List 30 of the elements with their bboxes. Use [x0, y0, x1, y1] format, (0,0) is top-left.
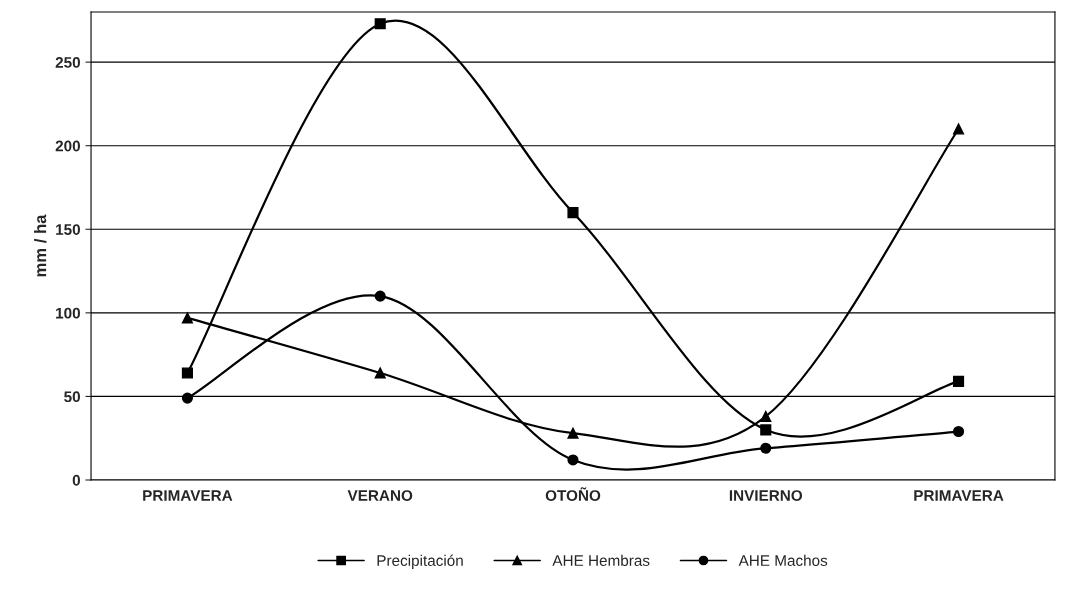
point [567, 427, 579, 439]
point [181, 367, 193, 379]
legend-label: Precipitación [377, 554, 463, 570]
legend-label: AHE Machos [738, 554, 828, 566]
x-tick-label: VERANO [347, 490, 413, 501]
point [952, 375, 965, 387]
y-axis-title: mm / ha [34, 214, 47, 277]
point [567, 207, 579, 219]
y-tick-label: 250 [55, 57, 80, 68]
y-tick-label: 200 [55, 140, 80, 152]
y-tick-label: 50 [64, 391, 80, 403]
point [181, 392, 193, 404]
point [952, 123, 965, 135]
point [760, 424, 772, 436]
point [374, 290, 386, 302]
point [374, 18, 386, 30]
point [760, 442, 772, 454]
x-tick-label: OTOÑO [545, 487, 601, 501]
point [567, 454, 579, 466]
legend-label: AHE Hembras [552, 554, 650, 566]
point [374, 367, 386, 379]
point [760, 410, 772, 423]
x-tick-label: INVIERNO [729, 490, 803, 501]
point [181, 312, 193, 324]
point [952, 425, 965, 438]
x-tick-label: PRIMAVERA [914, 490, 1004, 501]
y-tick-label: 150 [56, 224, 80, 235]
y-tick-label: 0 [72, 474, 80, 486]
y-tick-label: 100 [56, 307, 80, 319]
x-tick-label: PRIMAVERA [143, 490, 233, 501]
